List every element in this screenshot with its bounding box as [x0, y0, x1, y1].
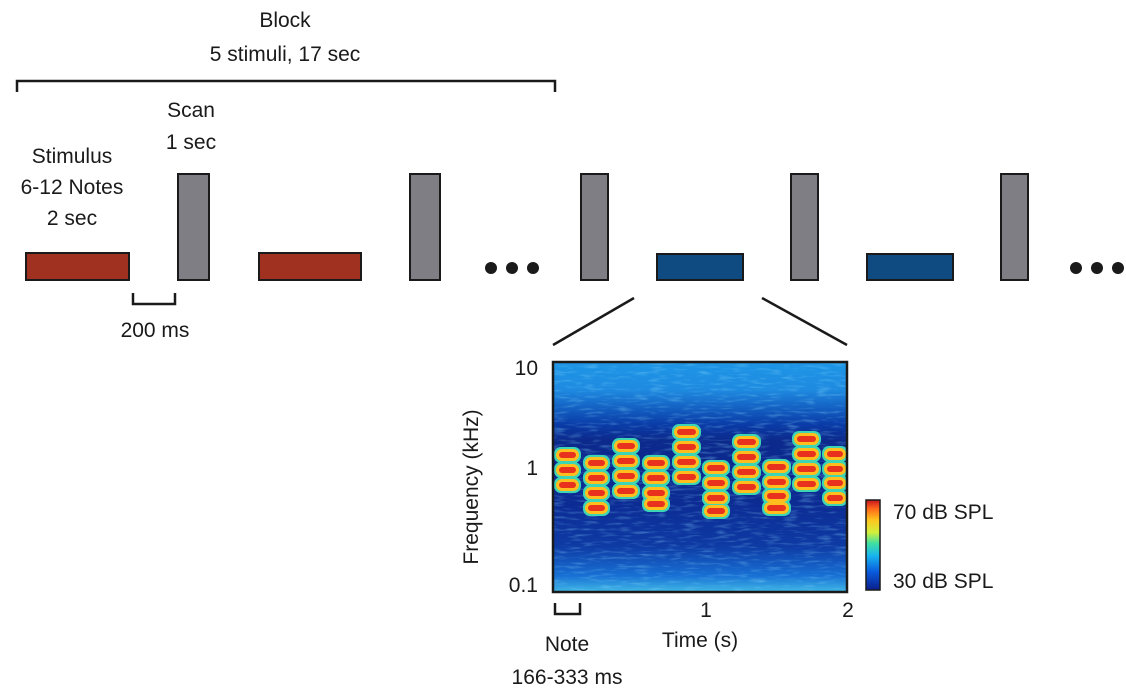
spectrogram-notes [554, 424, 847, 519]
note-band-core [797, 481, 816, 487]
note-band-core [767, 479, 786, 485]
scan-block [409, 173, 441, 281]
scan-block [790, 173, 819, 281]
stimulus-block-blue [656, 253, 744, 281]
note-band-core [647, 501, 665, 507]
stimulus-block-blue [866, 253, 954, 281]
gap-bracket [131, 293, 177, 306]
note-band-core [677, 444, 696, 450]
x-tick-label: 1 [700, 599, 712, 622]
note-band-core [677, 429, 696, 435]
note-band-core [647, 460, 665, 466]
x-axis-title: Time (s) [662, 629, 738, 652]
note-band-core [617, 488, 635, 494]
note-label-line2: 166-333 ms [512, 666, 623, 689]
note-band-core [827, 495, 843, 501]
colorbar [865, 499, 881, 591]
y-tick-label: 10 [515, 357, 538, 380]
note-band-core [588, 505, 605, 511]
zoom-line [552, 296, 635, 347]
note-label-line1: Note [545, 633, 589, 656]
note-bracket [553, 603, 582, 616]
note-band-core [588, 475, 605, 481]
colorbar-min-label: 30 dB SPL [893, 570, 993, 593]
stimulus-label-line3: 2 sec [47, 207, 97, 230]
scan-block [1000, 173, 1029, 281]
scan-block [580, 173, 609, 281]
scan-block [177, 173, 210, 281]
note-band-core [737, 469, 756, 475]
note-band-core [559, 482, 576, 488]
note-band-core [827, 466, 843, 472]
scan-label-line2: 1 sec [166, 131, 216, 154]
y-axis-title: Frequency (kHz) [460, 409, 483, 564]
colorbar-max-label: 70 dB SPL [893, 501, 993, 524]
note-band-core [827, 451, 843, 457]
note-band-core [767, 505, 786, 511]
note-band-core [677, 459, 696, 465]
note-band-core [617, 458, 635, 464]
note-band-core [767, 464, 786, 470]
x-tick-label: 2 [842, 599, 854, 622]
ellipsis-dots [1070, 262, 1124, 274]
note-band-core [588, 490, 605, 496]
note-band-core [737, 454, 756, 460]
note-band-core [797, 451, 816, 457]
y-tick-label: 0.1 [509, 574, 538, 597]
note-band-core [707, 480, 725, 486]
note-band-core [559, 452, 576, 458]
zoom-line [761, 296, 848, 347]
block-title: Block [259, 9, 311, 32]
note-band-core [737, 484, 756, 490]
spectrogram [551, 360, 849, 594]
scan-label-line1: Scan [167, 99, 215, 122]
note-band-core [707, 508, 725, 514]
note-band-core [737, 439, 756, 445]
note-band-core [559, 467, 576, 473]
note-band-core [677, 474, 696, 480]
note-band-core [797, 466, 816, 472]
y-tick-label: 1 [526, 457, 538, 480]
block-subtitle: 5 stimuli, 17 sec [210, 43, 361, 66]
gap-label: 200 ms [121, 319, 190, 342]
note-band-core [617, 473, 635, 479]
note-band-core [767, 493, 786, 499]
note-band-core [647, 475, 665, 481]
note-band-core [647, 490, 665, 496]
stimulus-label-line2: 6-12 Notes [21, 176, 124, 199]
stimulus-block-red [25, 252, 130, 281]
note-band-core [827, 480, 843, 486]
ellipsis-dots [485, 262, 539, 274]
note-band-core [707, 495, 725, 501]
note-band-core [588, 460, 605, 466]
stimulus-label-line1: Stimulus [32, 145, 113, 168]
stimulus-block-red [258, 252, 362, 281]
note-band-core [617, 443, 635, 449]
block-bracket [15, 79, 557, 92]
note-band-core [797, 436, 816, 442]
note-band-core [707, 465, 725, 471]
